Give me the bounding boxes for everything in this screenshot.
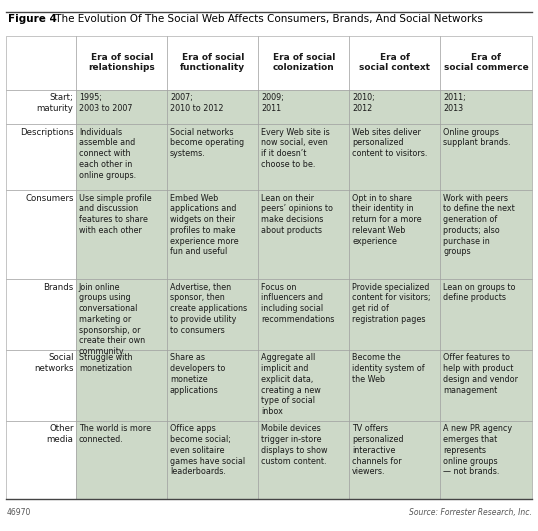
Text: Era of social
colonization: Era of social colonization — [273, 53, 335, 72]
Text: Opt in to share
their identity in
return for a more
relevant Web
experience: Opt in to share their identity in return… — [352, 194, 422, 246]
Bar — [258, 191, 349, 279]
Bar — [167, 36, 258, 90]
Bar — [258, 350, 349, 421]
Bar — [76, 279, 167, 350]
Bar — [441, 36, 532, 90]
Bar — [76, 350, 167, 421]
Bar — [441, 350, 532, 421]
Bar — [76, 191, 167, 279]
Text: Embed Web
applications and
widgets on their
profiles to make
experience more
fun: Embed Web applications and widgets on th… — [170, 194, 239, 256]
Bar — [349, 279, 441, 350]
Text: Share as
developers to
monetize
applications: Share as developers to monetize applicat… — [170, 354, 225, 395]
Text: Era of
social commerce: Era of social commerce — [444, 53, 528, 72]
Text: Offer features to
help with product
design and vendor
management: Offer features to help with product desi… — [443, 354, 518, 395]
Text: Struggle with
monetization: Struggle with monetization — [79, 354, 132, 373]
Bar — [6, 191, 76, 279]
Text: Source: Forrester Research, Inc.: Source: Forrester Research, Inc. — [409, 508, 532, 517]
Text: Start;
maturity: Start; maturity — [37, 93, 74, 113]
Bar — [441, 279, 532, 350]
Bar — [6, 279, 76, 350]
Text: The Evolution Of The Social Web Affects Consumers, Brands, And Social Networks: The Evolution Of The Social Web Affects … — [52, 14, 483, 24]
Bar — [349, 350, 441, 421]
Text: 2010;
2012: 2010; 2012 — [352, 93, 375, 113]
Bar — [6, 124, 76, 191]
Bar — [441, 124, 532, 191]
Bar — [258, 124, 349, 191]
Bar — [76, 36, 167, 90]
Bar — [349, 191, 441, 279]
Text: TV offers
personalized
interactive
channels for
viewers.: TV offers personalized interactive chann… — [352, 424, 404, 476]
Text: Lean on their
peers’ opinions to
make decisions
about products: Lean on their peers’ opinions to make de… — [261, 194, 333, 235]
Bar — [349, 36, 441, 90]
Bar — [6, 36, 76, 90]
Bar — [167, 124, 258, 191]
Text: Social networks
become operating
systems.: Social networks become operating systems… — [170, 127, 244, 158]
Text: 1995;
2003 to 2007: 1995; 2003 to 2007 — [79, 93, 132, 113]
Bar — [441, 90, 532, 124]
Text: Social
networks: Social networks — [34, 354, 74, 373]
Bar — [167, 279, 258, 350]
Text: Era of
social context: Era of social context — [359, 53, 430, 72]
Bar — [349, 124, 441, 191]
Text: Online groups
supplant brands.: Online groups supplant brands. — [443, 127, 511, 148]
Text: The world is more
connected.: The world is more connected. — [79, 424, 151, 444]
Text: 2009;
2011: 2009; 2011 — [261, 93, 284, 113]
Text: Join online
groups using
conversational
marketing or
sponsorship, or
create thei: Join online groups using conversational … — [79, 282, 145, 356]
Text: Era of social
functionality: Era of social functionality — [180, 53, 245, 72]
Text: Figure 4: Figure 4 — [8, 14, 56, 24]
Bar — [258, 421, 349, 499]
Bar — [167, 350, 258, 421]
Text: Use simple profile
and discussion
features to share
with each other: Use simple profile and discussion featur… — [79, 194, 152, 235]
Bar — [258, 90, 349, 124]
Text: 2007;
2010 to 2012: 2007; 2010 to 2012 — [170, 93, 223, 113]
Text: Era of social
relationships: Era of social relationships — [88, 53, 155, 72]
Text: Descriptions: Descriptions — [20, 127, 74, 136]
Bar — [167, 421, 258, 499]
Text: Lean on groups to
define products: Lean on groups to define products — [443, 282, 515, 302]
Bar — [349, 421, 441, 499]
Text: Provide specialized
content for visitors;
get rid of
registration pages: Provide specialized content for visitors… — [352, 282, 431, 324]
Text: 46970: 46970 — [6, 508, 31, 517]
Text: A new PR agency
emerges that
represents
online groups
— not brands.: A new PR agency emerges that represents … — [443, 424, 512, 476]
Bar — [167, 90, 258, 124]
Text: Every Web site is
now social, even
if it doesn’t
choose to be.: Every Web site is now social, even if it… — [261, 127, 330, 169]
Bar — [76, 124, 167, 191]
Bar — [441, 191, 532, 279]
Text: Focus on
influencers and
including social
recommendations: Focus on influencers and including socia… — [261, 282, 335, 324]
Text: Web sites deliver
personalized
content to visitors.: Web sites deliver personalized content t… — [352, 127, 428, 158]
Bar — [6, 421, 76, 499]
Text: Other
media: Other media — [47, 424, 74, 444]
Text: Mobile devices
trigger in-store
displays to show
custom content.: Mobile devices trigger in-store displays… — [261, 424, 328, 466]
Text: Advertise, then
sponsor, then
create applications
to provide utility
to consumer: Advertise, then sponsor, then create app… — [170, 282, 247, 335]
Text: Become the
identity system of
the Web: Become the identity system of the Web — [352, 354, 424, 384]
Bar — [258, 36, 349, 90]
Text: Office apps
become social;
even solitaire
games have social
leaderboards.: Office apps become social; even solitair… — [170, 424, 245, 476]
Bar — [349, 90, 441, 124]
Text: 2011;
2013: 2011; 2013 — [443, 93, 466, 113]
Text: Work with peers
to define the next
generation of
products; also
purchase in
grou: Work with peers to define the next gener… — [443, 194, 515, 256]
Text: Consumers: Consumers — [25, 194, 74, 203]
Bar — [258, 279, 349, 350]
Text: Brands: Brands — [43, 282, 74, 292]
Bar — [76, 90, 167, 124]
Bar — [167, 191, 258, 279]
Text: Individuals
assemble and
connect with
each other in
online groups.: Individuals assemble and connect with ea… — [79, 127, 136, 179]
Text: Aggregate all
implicit and
explicit data,
creating a new
type of social
inbox: Aggregate all implicit and explicit data… — [261, 354, 321, 416]
Bar — [76, 421, 167, 499]
Bar — [6, 90, 76, 124]
Bar — [6, 350, 76, 421]
Bar — [441, 421, 532, 499]
